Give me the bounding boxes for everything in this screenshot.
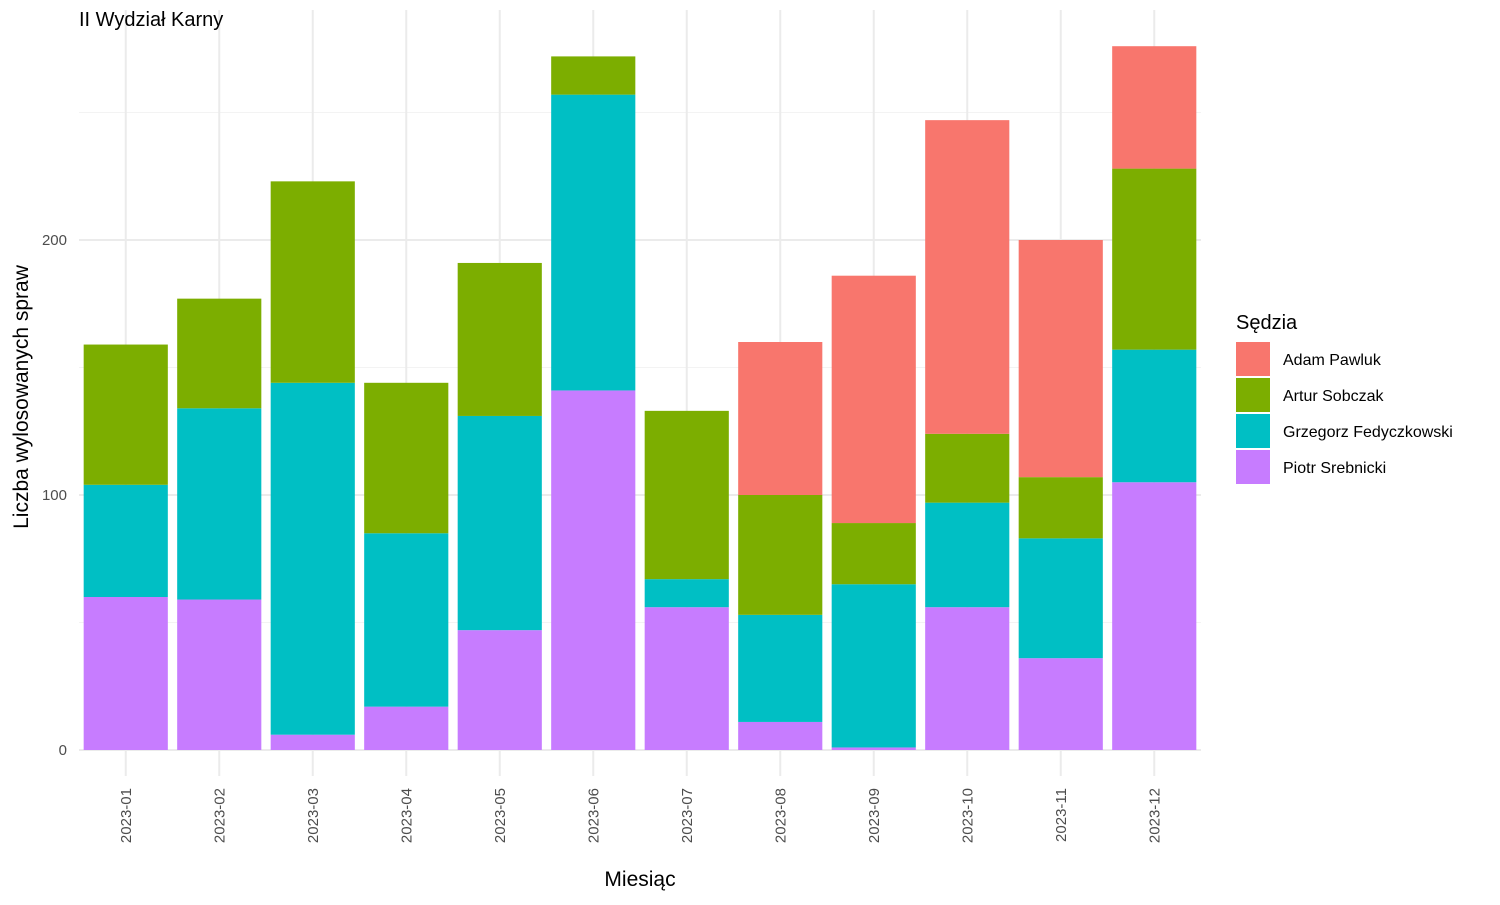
legend-swatch [1236, 342, 1270, 376]
x-tick-label: 2023-09 [866, 788, 883, 843]
x-tick-label: 2023-04 [398, 788, 415, 843]
bar-segment [83, 597, 168, 750]
x-tick-label: 2023-12 [1146, 788, 1163, 843]
bar-segment [1018, 658, 1103, 750]
bar-segment [925, 607, 1010, 750]
bar-segment [457, 630, 542, 750]
bar-segment [270, 181, 355, 383]
bar-segment [831, 747, 916, 750]
bar-segment [551, 390, 636, 750]
y-tick-label: 0 [59, 742, 67, 759]
bar-segment [738, 614, 823, 722]
bar-segment [925, 120, 1010, 434]
y-tick-label: 200 [42, 232, 67, 249]
bar-segment [83, 484, 168, 597]
x-tick-label: 2023-06 [585, 788, 602, 843]
legend-label: Piotr Srebnicki [1283, 460, 1386, 477]
bar-segment [177, 599, 262, 750]
bar-segment [1112, 349, 1197, 483]
bar-segment [644, 579, 729, 608]
bar-segment [738, 342, 823, 495]
bar-segment [925, 433, 1010, 503]
legend-swatch [1236, 450, 1270, 484]
bars-layer [83, 46, 1197, 750]
bar-segment [1018, 477, 1103, 539]
bar-segment [177, 408, 262, 600]
bar-segment [738, 495, 823, 615]
x-tick-label: 2023-01 [118, 788, 135, 843]
bar-segment [270, 734, 355, 750]
bar-segment [925, 502, 1010, 608]
legend-swatch [1236, 378, 1270, 412]
bar-segment [457, 415, 542, 631]
bar-segment [1018, 240, 1103, 478]
bar-segment [364, 706, 449, 750]
bar-segment [270, 382, 355, 735]
legend-label: Grzegorz Fedyczkowski [1283, 424, 1453, 441]
x-axis-ticks: 2023-01 2023-02 2023-03 2023-04 2023-05 2023-… [118, 788, 1164, 843]
bar-segment [644, 410, 729, 580]
chart-title: II Wydział Karny [79, 9, 223, 31]
legend-items: Adam Pawluk Artur Sobczak Grzegorz Fedyczk… [1236, 342, 1453, 484]
x-tick-label: 2023-02 [211, 788, 228, 843]
x-tick-label: 2023-03 [305, 788, 322, 843]
bar-segment [83, 344, 168, 485]
x-tick-label: 2023-10 [959, 788, 976, 843]
bar-segment [831, 275, 916, 524]
bar-segment [1018, 538, 1103, 659]
legend-title: Sędzia [1236, 312, 1298, 334]
legend-swatch [1236, 414, 1270, 448]
x-axis-title: Miesiąc [604, 868, 675, 891]
y-axis-title: Liczba wylosowanych spraw [10, 264, 33, 529]
bar-segment [738, 721, 823, 750]
y-axis-ticks: 0 100 200 [42, 232, 67, 759]
x-tick-label: 2023-05 [492, 788, 509, 843]
bar-segment [831, 523, 916, 585]
y-tick-label: 100 [42, 487, 67, 504]
bar-segment [364, 382, 449, 534]
x-tick-label: 2023-11 [1053, 788, 1070, 842]
bar-segment [831, 584, 916, 748]
bar-segment [551, 56, 636, 95]
legend-label: Artur Sobczak [1283, 388, 1384, 405]
bar-segment [457, 262, 542, 416]
bar-segment [551, 94, 636, 391]
bar-segment [644, 607, 729, 750]
bar-segment [364, 533, 449, 707]
bar-segment [177, 298, 262, 409]
legend: Sędzia Adam Pawluk Artur Sobczak Grzegorz … [1236, 312, 1453, 484]
bar-segment [1112, 482, 1197, 750]
legend-label: Adam Pawluk [1283, 352, 1382, 369]
x-tick-label: 2023-08 [772, 788, 789, 843]
bar-segment [1112, 168, 1197, 350]
x-tick-label: 2023-07 [679, 788, 696, 843]
bar-segment [1112, 46, 1197, 169]
